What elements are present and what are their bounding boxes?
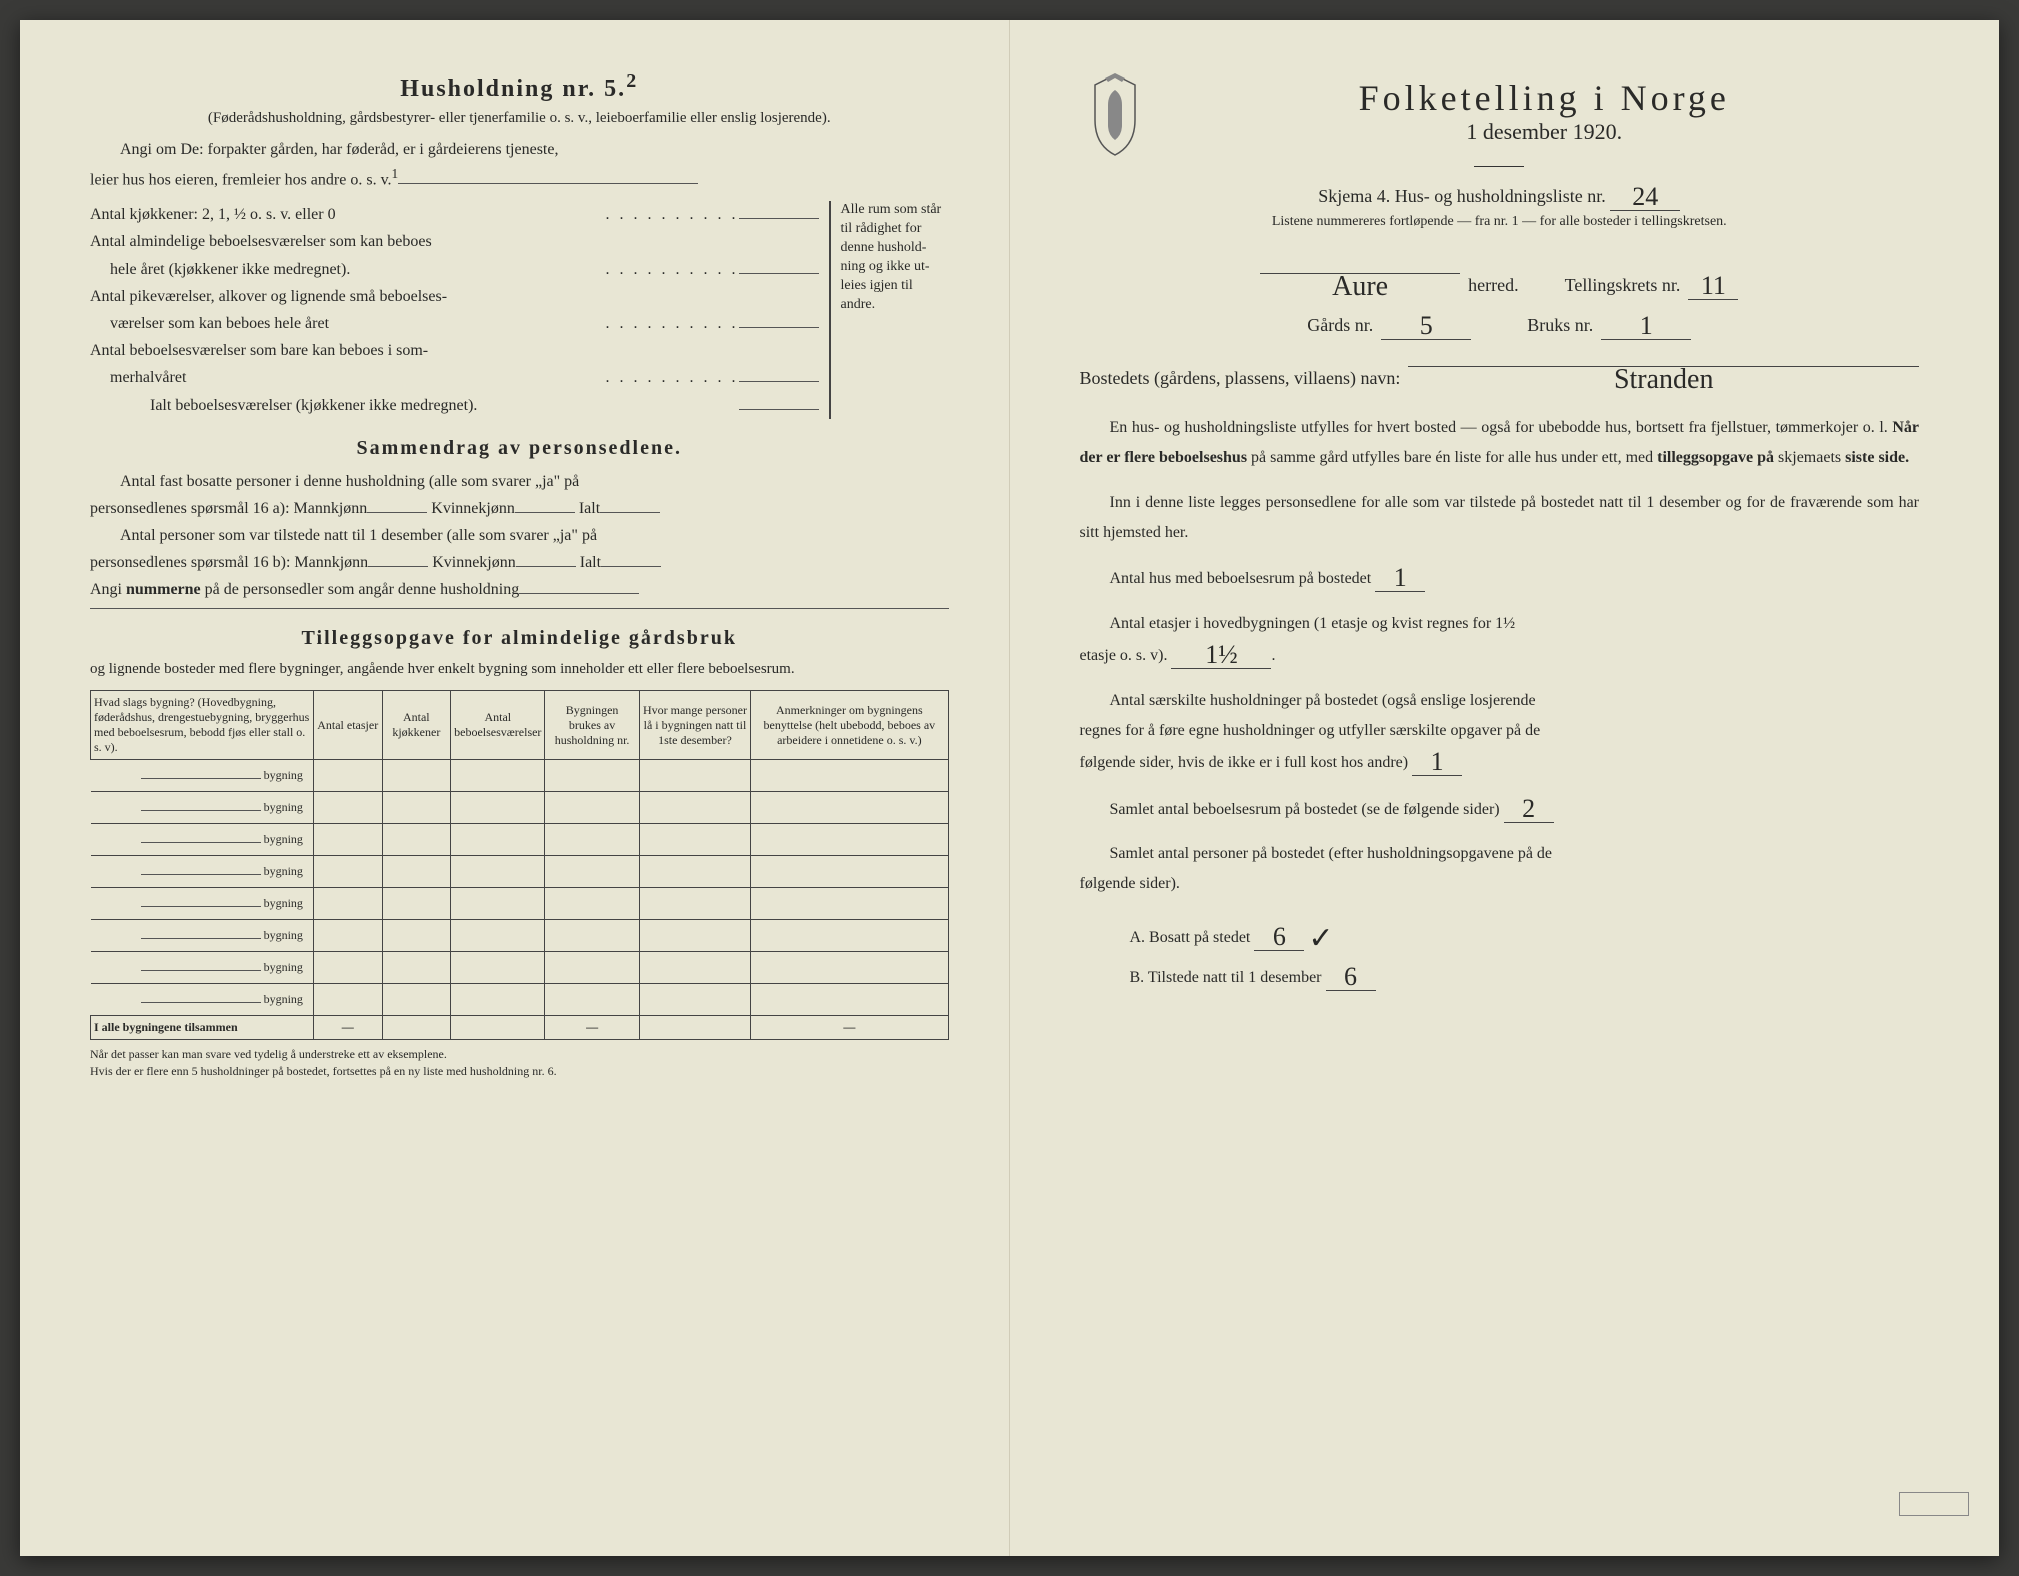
section3-title: Tilleggsopgave for almindelige gårdsbruk xyxy=(90,627,949,650)
pike-label-2: værelser som kan beboes hele året xyxy=(110,310,606,337)
skjema-nr-value: 24 xyxy=(1610,184,1680,211)
q5b: B. Tilstede natt til 1 desember 6 xyxy=(1080,961,1920,993)
q5: Samlet antal personer på bostedet (efter… xyxy=(1080,839,1920,900)
bosted-value: Stranden xyxy=(1614,364,1714,395)
total-label: I alle bygningene tilsammen xyxy=(91,1016,314,1040)
para2: Inn i denne liste legges personsedlene f… xyxy=(1080,488,1920,549)
th-4: Bygningen brukes av husholdning nr. xyxy=(545,691,639,760)
s3-sub: og lignende bosteder med flere bygninger… xyxy=(90,658,949,681)
pike-label-1: Antal pikeværelser, alkover og lignende … xyxy=(90,283,819,310)
page-left: Husholdning nr. 5.2 (Føderådshusholdning… xyxy=(20,20,1010,1556)
gards-line: Gårds nr. 5 Bruks nr. 1 xyxy=(1080,306,1920,346)
th-6: Anmerkninger om bygningens benyttelse (h… xyxy=(751,691,948,760)
q3-value: 1 xyxy=(1412,749,1462,776)
sommer-label-2: merhalvåret xyxy=(110,364,606,391)
q5a: A. Bosatt på stedet 6 ✓ xyxy=(1080,904,1920,961)
herred-label: herred. xyxy=(1468,266,1518,306)
household-title: Husholdning nr. 5.2 xyxy=(90,70,949,103)
para1: En hus- og husholdningsliste utfylles fo… xyxy=(1080,413,1920,474)
s2-line1: Antal fast bosatte personer i denne hush… xyxy=(90,468,949,495)
bruks-value: 1 xyxy=(1601,313,1691,340)
bruks-label: Bruks nr. xyxy=(1527,306,1593,346)
alm-label-2: hele året (kjøkkener ikke medregnet). xyxy=(110,256,606,283)
q1-value: 1 xyxy=(1375,565,1425,592)
bosted-line: Bostedets (gårdens, plassens, villaens) … xyxy=(1080,345,1920,399)
krets-value: 11 xyxy=(1688,273,1738,300)
th-2: Antal kjøkkener xyxy=(382,691,451,760)
s2-line2: personsedlenes spørsmål 16 a): Mannkjønn… xyxy=(90,495,949,522)
household-note: (Føderådshusholdning, gårdsbestyrer- ell… xyxy=(90,107,949,130)
check-icon: ✓ xyxy=(1308,922,1333,955)
s2-line5: Angi nummerne på de personsedler som ang… xyxy=(90,576,949,603)
census-document: Husholdning nr. 5.2 (Føderådshusholdning… xyxy=(20,20,1999,1556)
herred-line: Aure herred. Tellingskrets nr. 11 xyxy=(1080,252,1920,306)
krets-label: Tellingskrets nr. xyxy=(1565,266,1681,306)
gards-value: 5 xyxy=(1381,313,1471,340)
building-table: Hvad slags bygning? (Hovedbygning, føder… xyxy=(90,690,949,1040)
coat-of-arms-icon xyxy=(1080,70,1150,160)
section2-title: Sammendrag av personsedlene. xyxy=(90,437,949,460)
footnote: Når det passer kan man svare ved tydelig… xyxy=(90,1046,949,1080)
ialt-label: Ialt beboelsesværelser (kjøkkener ikke m… xyxy=(150,392,739,419)
s2-line3: Antal personer som var tilstede natt til… xyxy=(90,522,949,549)
printer-stamp xyxy=(1899,1492,1969,1516)
th-1: Antal etasjer xyxy=(313,691,382,760)
sommer-label-1: Antal beboelsesværelser som bare kan beb… xyxy=(90,337,819,364)
q1: Antal hus med beboelsesrum på bostedet 1 xyxy=(1080,562,1920,594)
q2: Antal etasjer i hovedbygningen (1 etasje… xyxy=(1080,609,1920,672)
room-counts-block: Antal kjøkkener: 2, 1, ½ o. s. v. eller … xyxy=(90,201,949,419)
listene-note: Listene nummereres fortløpende — fra nr.… xyxy=(1080,214,1920,230)
subtitle: 1 desember 1920. xyxy=(1170,119,1920,145)
brace-note: Alle rum som står til rådighet for denne… xyxy=(829,201,949,419)
alm-label-1: Antal almindelige beboelsesværelser som … xyxy=(90,228,819,255)
q5b-value: 6 xyxy=(1326,964,1376,991)
gards-label: Gårds nr. xyxy=(1307,306,1373,346)
row-label: bygning xyxy=(264,768,303,782)
q2-value: 1½ xyxy=(1171,642,1271,669)
q5a-value: 6 xyxy=(1254,924,1304,951)
angi-line1: Angi om De: forpakter gården, har føderå… xyxy=(90,136,949,163)
q3: Antal særskilte husholdninger på bostede… xyxy=(1080,686,1920,779)
main-title: Folketelling i Norge xyxy=(1170,77,1920,119)
th-5: Hvor mange personer lå i bygningen natt … xyxy=(639,691,750,760)
skjema-line: Skjema 4. Hus- og husholdningsliste nr. … xyxy=(1080,181,1920,208)
s2-line4: personsedlenes spørsmål 16 b): Mannkjønn… xyxy=(90,549,949,576)
th-0: Hvad slags bygning? (Hovedbygning, føder… xyxy=(91,691,314,760)
angi-line2: leier hus hos eieren, fremleier hos andr… xyxy=(90,163,949,194)
page-right: Folketelling i Norge 1 desember 1920. Sk… xyxy=(1010,20,2000,1556)
bosted-label: Bostedets (gårdens, plassens, villaens) … xyxy=(1080,359,1401,399)
kjokken-label: Antal kjøkkener: 2, 1, ½ o. s. v. eller … xyxy=(90,201,606,228)
q4: Samlet antal beboelsesrum på bostedet (s… xyxy=(1080,793,1920,825)
q4-value: 2 xyxy=(1504,796,1554,823)
th-3: Antal beboelsesværelser xyxy=(451,691,545,760)
herred-value: Aure xyxy=(1332,271,1388,302)
